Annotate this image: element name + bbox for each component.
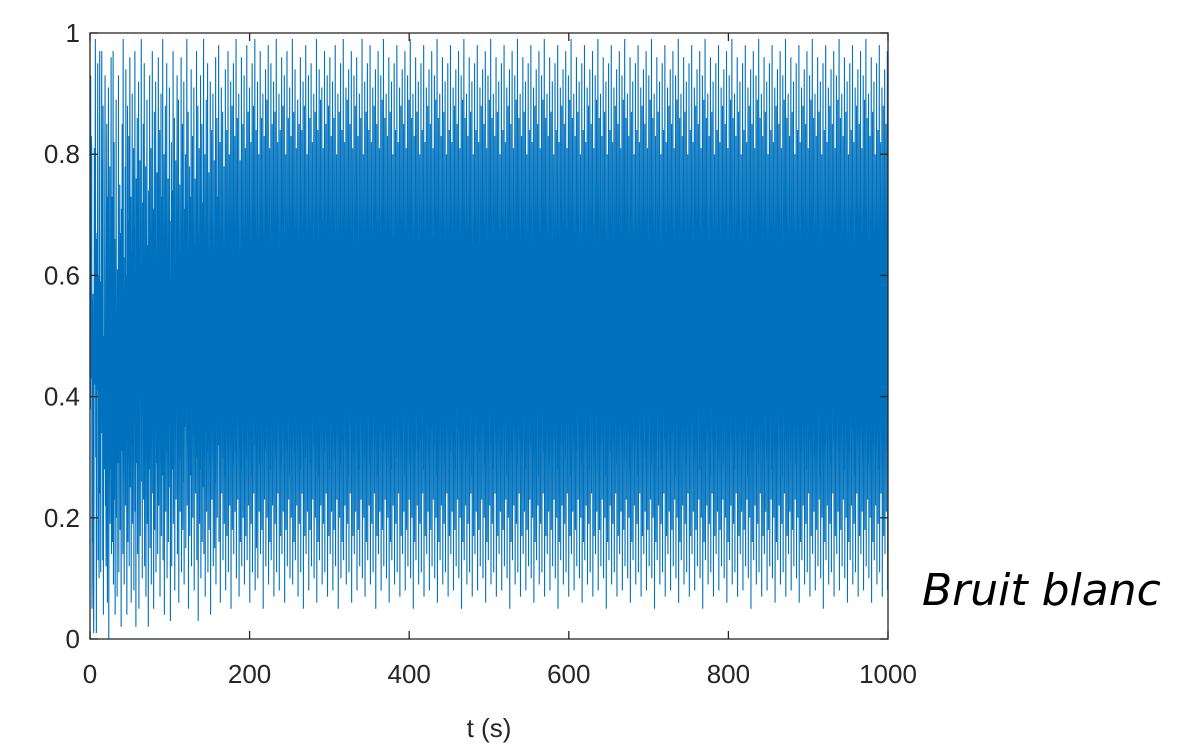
series-line-group <box>89 39 889 640</box>
y-ticks: 0 0.2 0.4 0.6 0.8 1 <box>44 18 888 654</box>
y-tick-label: 0.2 <box>44 503 80 533</box>
series-line-0 <box>89 39 889 640</box>
side-caption: Bruit blanc <box>922 565 1161 616</box>
x-axis-label: t (s) <box>467 713 512 743</box>
x-tick-label: 400 <box>388 659 431 689</box>
x-tick-label: 200 <box>228 659 271 689</box>
y-tick-label: 0 <box>66 624 80 654</box>
x-tick-label: 0 <box>83 659 97 689</box>
x-tick-label: 800 <box>707 659 750 689</box>
y-tick-label: 0.6 <box>44 260 80 290</box>
y-tick-label: 0.8 <box>44 139 80 169</box>
x-tick-label: 1000 <box>859 659 917 689</box>
x-ticks: 0 200 400 600 800 1000 <box>83 33 917 689</box>
x-tick-label: 600 <box>547 659 590 689</box>
plot-frame <box>89 32 889 640</box>
y-tick-label: 0.4 <box>44 382 80 412</box>
y-tick-label: 1 <box>66 18 80 48</box>
